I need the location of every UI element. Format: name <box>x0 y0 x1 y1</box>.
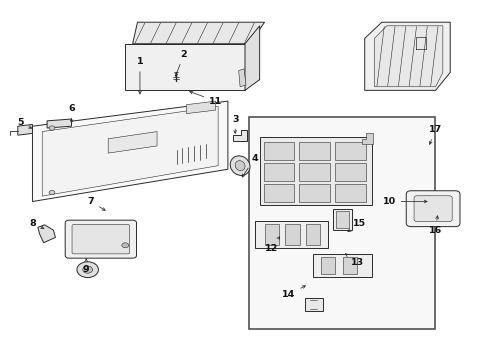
Polygon shape <box>42 107 218 196</box>
Text: 13: 13 <box>345 254 364 267</box>
Text: 8: 8 <box>29 219 44 229</box>
Circle shape <box>77 262 98 278</box>
FancyBboxPatch shape <box>406 191 460 226</box>
Circle shape <box>49 190 55 195</box>
Bar <box>343 257 357 274</box>
Polygon shape <box>255 221 328 248</box>
Polygon shape <box>233 130 247 140</box>
FancyBboxPatch shape <box>72 225 130 254</box>
Polygon shape <box>260 137 372 205</box>
Bar <box>306 225 320 245</box>
FancyBboxPatch shape <box>414 196 452 222</box>
Bar <box>249 117 435 329</box>
Text: 4: 4 <box>242 154 258 177</box>
Bar <box>285 225 300 245</box>
Ellipse shape <box>235 161 245 171</box>
Circle shape <box>49 126 55 130</box>
Polygon shape <box>362 134 373 144</box>
Bar <box>321 257 335 274</box>
Polygon shape <box>314 253 372 277</box>
Polygon shape <box>125 44 245 90</box>
Text: 7: 7 <box>88 197 105 210</box>
Polygon shape <box>133 22 265 44</box>
Circle shape <box>83 266 93 273</box>
Text: 9: 9 <box>83 259 90 274</box>
Polygon shape <box>18 125 32 135</box>
Polygon shape <box>365 22 450 90</box>
Circle shape <box>122 243 129 248</box>
Text: 15: 15 <box>348 219 367 232</box>
Text: 5: 5 <box>17 118 32 128</box>
Text: 17: 17 <box>429 125 442 144</box>
Ellipse shape <box>230 156 250 175</box>
Polygon shape <box>374 26 443 87</box>
Bar <box>265 225 279 245</box>
Bar <box>264 163 294 181</box>
Polygon shape <box>245 26 260 90</box>
Bar <box>336 211 349 228</box>
Polygon shape <box>108 132 157 153</box>
Bar <box>264 184 294 202</box>
Text: 3: 3 <box>232 114 239 133</box>
Text: 12: 12 <box>265 237 280 253</box>
Bar <box>172 71 178 73</box>
Text: 1: 1 <box>137 57 143 94</box>
Polygon shape <box>239 69 246 87</box>
Text: 10: 10 <box>383 197 427 206</box>
Bar <box>335 184 366 202</box>
Bar <box>299 184 330 202</box>
Polygon shape <box>38 225 55 243</box>
Text: 16: 16 <box>429 216 442 235</box>
Bar <box>335 142 366 160</box>
Text: 14: 14 <box>282 286 305 299</box>
Text: 6: 6 <box>68 104 75 122</box>
Polygon shape <box>305 298 323 311</box>
Text: 2: 2 <box>175 50 187 76</box>
Bar <box>264 142 294 160</box>
FancyBboxPatch shape <box>65 220 137 258</box>
Polygon shape <box>186 101 216 114</box>
Text: 11: 11 <box>190 91 222 105</box>
Bar <box>299 142 330 160</box>
Bar <box>299 163 330 181</box>
Polygon shape <box>47 119 72 128</box>
Polygon shape <box>32 101 228 202</box>
Polygon shape <box>333 209 352 230</box>
Bar <box>335 163 366 181</box>
